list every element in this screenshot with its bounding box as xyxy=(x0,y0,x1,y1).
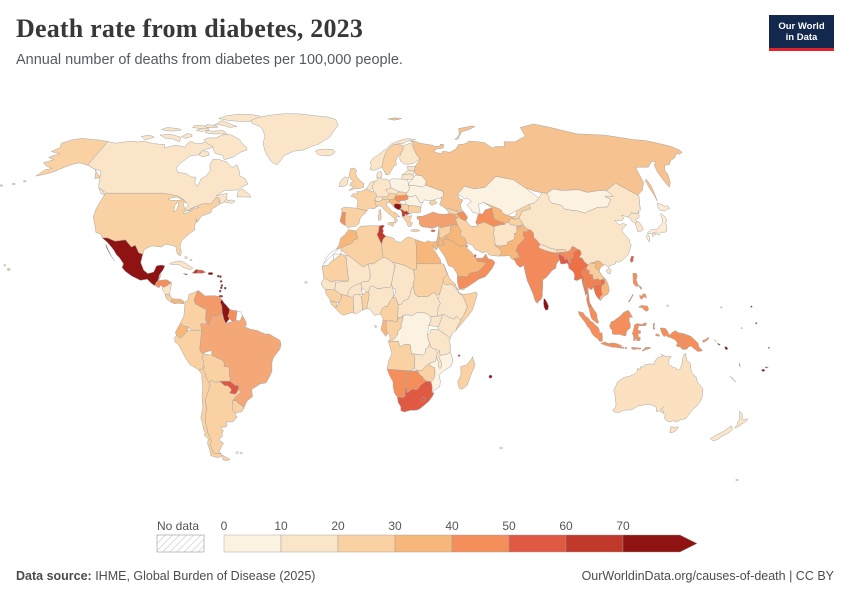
svg-text:50: 50 xyxy=(502,519,516,533)
svg-text:30: 30 xyxy=(388,519,402,533)
svg-text:10: 10 xyxy=(274,519,288,533)
svg-text:70: 70 xyxy=(616,519,630,533)
svg-text:No data: No data xyxy=(157,519,199,533)
svg-text:20: 20 xyxy=(331,519,345,533)
svg-text:40: 40 xyxy=(445,519,459,533)
svg-text:0: 0 xyxy=(221,519,228,533)
svg-text:60: 60 xyxy=(559,519,573,533)
